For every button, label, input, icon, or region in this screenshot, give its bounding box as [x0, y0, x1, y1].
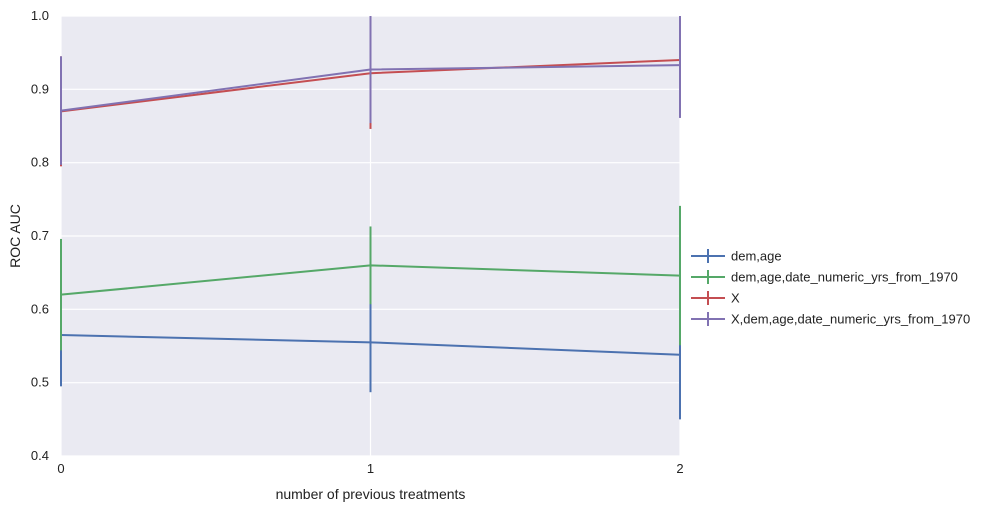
series-layer	[60, 16, 681, 420]
legend-item-3: X,dem,age,date_numeric_yrs_from_1970	[691, 312, 970, 327]
legend-item-0: dem,age	[691, 249, 782, 264]
y-tick-label-6: 1.0	[31, 8, 49, 23]
y-tick-label-1: 0.5	[31, 375, 49, 390]
series-line-1	[60, 264, 681, 296]
y-tick-label-4: 0.8	[31, 155, 49, 170]
series-1	[60, 205, 681, 351]
x-tick-label-1: 1	[367, 461, 374, 476]
y-tick-label-0: 0.4	[31, 448, 49, 463]
tick-labels: 0.4 0.5 0.6 0.7 0.8 0.9 1.0 0 1 2	[31, 8, 684, 476]
x-tick-label-0: 0	[57, 461, 64, 476]
legend-label: X,dem,age,date_numeric_yrs_from_1970	[731, 312, 970, 327]
legend-item-2: X	[691, 291, 740, 306]
series-3	[60, 16, 681, 165]
legend-label: dem,age	[731, 249, 782, 264]
y-axis-label: ROC AUC	[7, 204, 23, 268]
series-line-0	[60, 334, 681, 356]
legend-label: dem,age,date_numeric_yrs_from_1970	[731, 270, 958, 285]
legend-label: X	[731, 291, 740, 306]
legend: dem,age dem,age,date_numeric_yrs_from_197…	[691, 249, 970, 327]
y-tick-label-2: 0.6	[31, 301, 49, 316]
y-tick-label-3: 0.7	[31, 228, 49, 243]
y-tick-label-5: 0.9	[31, 81, 49, 96]
series-line-3	[60, 64, 681, 112]
legend-item-1: dem,age,date_numeric_yrs_from_1970	[691, 270, 958, 285]
x-tick-label-2: 2	[676, 461, 683, 476]
x-axis-label: number of previous treatments	[276, 486, 466, 502]
